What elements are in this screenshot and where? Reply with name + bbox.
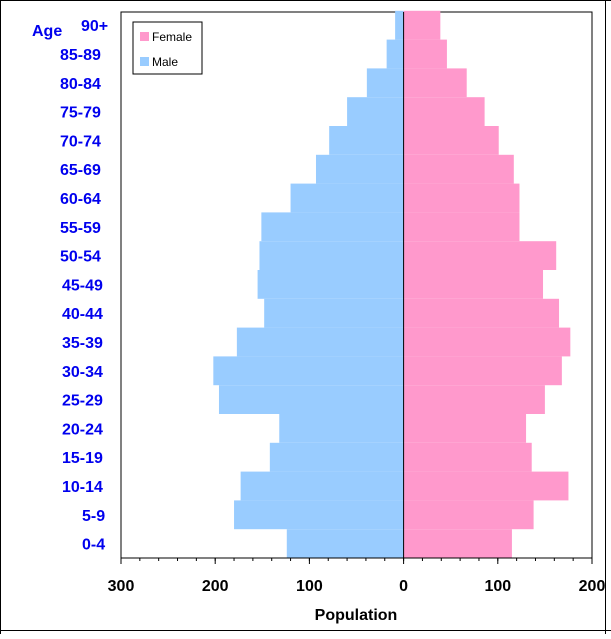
- bar-male-45-49: [257, 270, 404, 299]
- age-labels-group: 0-4 5-9 10-14 15-19 20-24 25-29 30-34 35-39 40-4…: [60, 18, 108, 553]
- age-label-85-89: 85-89: [60, 47, 101, 64]
- bar-female-40-44: [403, 298, 560, 328]
- bar-female-80-84: [403, 68, 467, 98]
- bar-male-40-44: [264, 298, 404, 328]
- age-label-40-44: 40-44: [62, 306, 103, 323]
- x-tick-label-300: 300: [108, 578, 135, 595]
- bar-male-75-79: [347, 97, 404, 126]
- age-label-25-29: 25-29: [62, 393, 103, 410]
- age-label-90+: 90+: [81, 18, 108, 35]
- bar-female-30-34: [403, 356, 562, 386]
- age-label-20-24: 20-24: [62, 421, 103, 438]
- age-label-35-39: 35-39: [62, 335, 103, 352]
- legend-swatch-male: [140, 57, 149, 66]
- x-tick-label-100: 100: [296, 578, 323, 595]
- x-axis-group: 300 200 100 0 100 200: [108, 557, 606, 595]
- bar-female-0-4: [403, 529, 512, 558]
- bar-male-35-39: [236, 327, 404, 357]
- bar-male-25-29: [218, 385, 404, 414]
- age-label-50-54: 50-54: [60, 249, 101, 266]
- bar-male-5-9: [234, 500, 404, 530]
- bar-male-65-69: [315, 154, 404, 184]
- bar-male-70-74: [329, 126, 404, 155]
- bar-male-60-64: [290, 183, 404, 213]
- x-tick-label-0: 0: [399, 578, 408, 595]
- bar-male-10-14: [240, 471, 404, 501]
- bar-female-65-69: [403, 154, 514, 184]
- age-label-5-9: 5-9: [82, 508, 105, 525]
- bar-female-35-39: [403, 327, 571, 357]
- age-label-30-34: 30-34: [62, 364, 103, 381]
- bar-female-50-54: [403, 241, 557, 270]
- legend-label-male: Male: [152, 55, 178, 69]
- bar-female-75-79: [403, 97, 485, 126]
- legend-label-female: Female: [152, 30, 192, 44]
- bar-female-10-14: [403, 471, 569, 501]
- bar-male-30-34: [213, 356, 404, 386]
- age-label-55-59: 55-59: [60, 220, 101, 237]
- age-label-75-79: 75-79: [60, 105, 101, 122]
- bars-group: [213, 10, 571, 558]
- bar-female-5-9: [403, 500, 534, 530]
- age-label-0-4: 0-4: [82, 537, 105, 554]
- age-label-60-64: 60-64: [60, 191, 101, 208]
- bar-male-90+: [395, 10, 404, 40]
- bar-female-20-24: [403, 414, 527, 443]
- bar-female-85-89: [403, 39, 447, 69]
- bar-male-0-4: [286, 529, 404, 558]
- age-label-15-19: 15-19: [62, 450, 103, 467]
- x-tick-label-200: 200: [202, 578, 229, 595]
- bar-female-15-19: [403, 442, 532, 472]
- bar-female-45-49: [403, 270, 544, 299]
- bar-male-50-54: [259, 241, 404, 270]
- bar-male-20-24: [279, 414, 404, 443]
- legend: Female Male: [132, 21, 203, 75]
- x-axis-title: Population: [315, 607, 398, 624]
- bar-female-60-64: [403, 183, 520, 213]
- bar-male-85-89: [386, 39, 404, 69]
- bar-female-55-59: [403, 212, 520, 242]
- age-label-80-84: 80-84: [60, 76, 101, 93]
- bar-female-70-74: [403, 126, 499, 155]
- bar-male-80-84: [366, 68, 404, 98]
- bar-male-15-19: [269, 442, 404, 472]
- age-label-10-14: 10-14: [62, 479, 103, 496]
- age-label-45-49: 45-49: [62, 277, 103, 294]
- x-tick-label-200: 200: [579, 578, 606, 595]
- legend-swatch-female: [140, 32, 149, 41]
- x-tick-label-100: 100: [484, 578, 511, 595]
- age-label-70-74: 70-74: [60, 133, 101, 150]
- age-header: Age: [32, 23, 62, 40]
- bar-female-90+: [403, 10, 441, 40]
- age-label-65-69: 65-69: [60, 162, 101, 179]
- bar-male-55-59: [261, 212, 404, 242]
- bar-female-25-29: [403, 385, 545, 414]
